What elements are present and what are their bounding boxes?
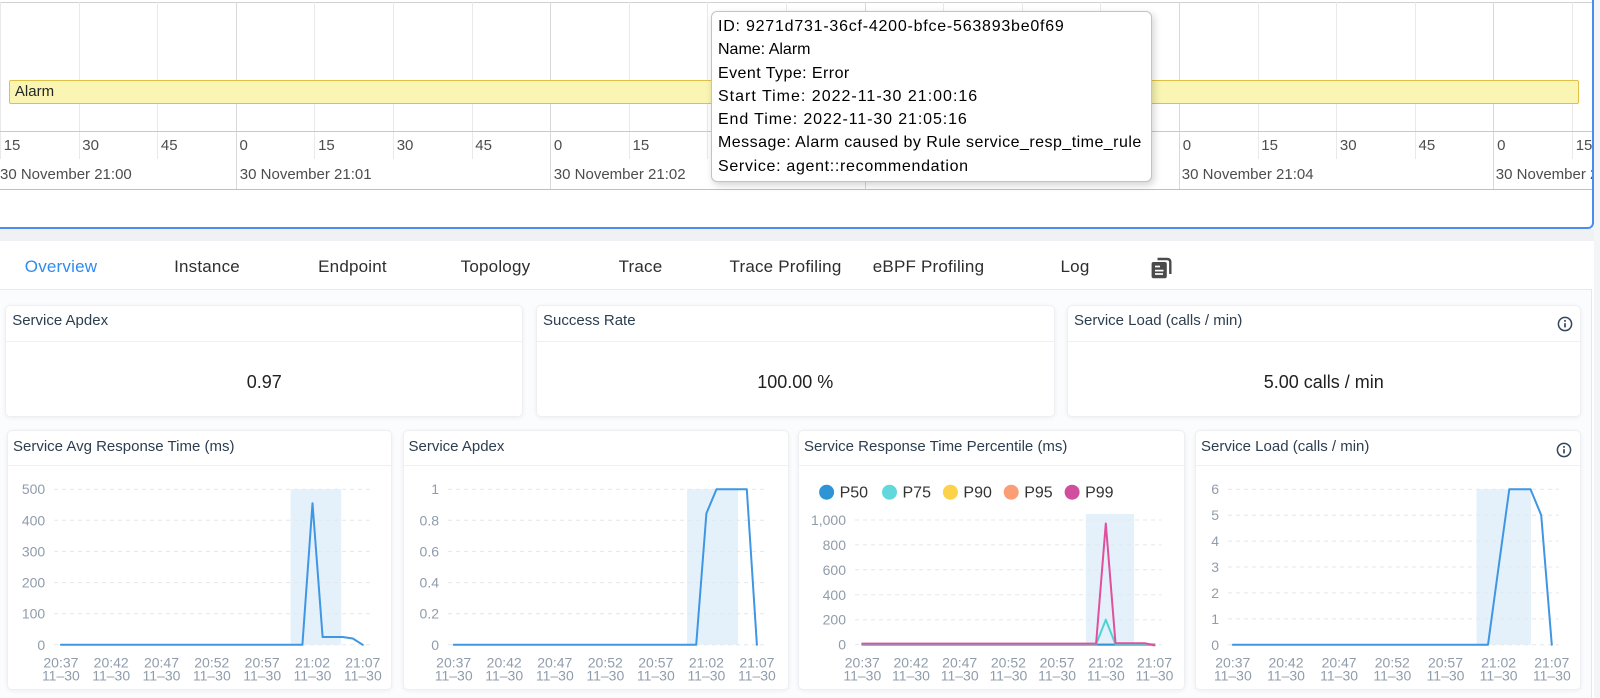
svg-text:20:37: 20:37 <box>436 654 471 670</box>
svg-text:20:57: 20:57 <box>638 654 673 670</box>
svg-text:11–30: 11–30 <box>1214 667 1252 683</box>
svg-text:11–30: 11–30 <box>1533 667 1571 683</box>
svg-text:0.2: 0.2 <box>419 605 439 621</box>
svg-text:0.6: 0.6 <box>419 543 439 559</box>
svg-text:0: 0 <box>1211 636 1219 652</box>
svg-text:20:52: 20:52 <box>587 654 622 670</box>
svg-text:11–30: 11–30 <box>1038 667 1076 683</box>
svg-text:11–30: 11–30 <box>989 667 1027 683</box>
svg-text:5: 5 <box>1211 507 1219 523</box>
svg-text:P50: P50 <box>840 484 869 501</box>
svg-text:11–30: 11–30 <box>737 667 775 683</box>
svg-text:11–30: 11–30 <box>143 667 181 683</box>
svg-text:21:07: 21:07 <box>345 654 380 670</box>
svg-text:21:07: 21:07 <box>739 654 774 670</box>
svg-text:1: 1 <box>431 481 439 497</box>
svg-text:600: 600 <box>823 561 847 577</box>
svg-text:400: 400 <box>823 586 847 602</box>
svg-text:21:02: 21:02 <box>1481 654 1516 670</box>
svg-text:P90: P90 <box>963 484 992 501</box>
svg-text:P99: P99 <box>1085 484 1114 501</box>
svg-text:100: 100 <box>22 605 46 621</box>
svg-text:1,000: 1,000 <box>811 512 846 528</box>
svg-text:21:02: 21:02 <box>688 654 723 670</box>
svg-text:200: 200 <box>823 611 847 627</box>
svg-text:11–30: 11–30 <box>1320 667 1358 683</box>
svg-text:21:02: 21:02 <box>295 654 330 670</box>
svg-text:20:57: 20:57 <box>245 654 280 670</box>
svg-text:20:47: 20:47 <box>1322 654 1357 670</box>
svg-text:11–30: 11–30 <box>1267 667 1305 683</box>
svg-text:6: 6 <box>1211 481 1219 497</box>
svg-text:200: 200 <box>22 574 46 590</box>
svg-text:11–30: 11–30 <box>843 667 881 683</box>
svg-text:11–30: 11–30 <box>1480 667 1518 683</box>
svg-text:11–30: 11–30 <box>1087 667 1125 683</box>
svg-text:11–30: 11–30 <box>687 667 725 683</box>
svg-text:20:42: 20:42 <box>94 654 129 670</box>
svg-text:20:42: 20:42 <box>486 654 521 670</box>
svg-text:20:57: 20:57 <box>1428 654 1463 670</box>
svg-text:300: 300 <box>22 543 46 559</box>
svg-text:11–30: 11–30 <box>892 667 930 683</box>
svg-text:4: 4 <box>1211 533 1219 549</box>
svg-text:500: 500 <box>22 481 46 497</box>
svg-text:11–30: 11–30 <box>535 667 573 683</box>
svg-text:1: 1 <box>1211 611 1219 627</box>
svg-text:20:37: 20:37 <box>845 654 880 670</box>
svg-text:20:47: 20:47 <box>942 654 977 670</box>
svg-text:P95: P95 <box>1024 484 1053 501</box>
svg-text:11–30: 11–30 <box>586 667 624 683</box>
svg-text:11–30: 11–30 <box>941 667 979 683</box>
svg-text:11–30: 11–30 <box>434 667 472 683</box>
svg-text:21:02: 21:02 <box>1088 654 1123 670</box>
svg-text:2: 2 <box>1211 585 1219 601</box>
svg-text:0: 0 <box>431 636 439 652</box>
svg-text:0: 0 <box>37 636 45 652</box>
svg-text:11–30: 11–30 <box>636 667 674 683</box>
svg-text:0: 0 <box>838 636 846 652</box>
svg-text:11–30: 11–30 <box>294 667 332 683</box>
svg-text:11–30: 11–30 <box>243 667 281 683</box>
svg-text:20:42: 20:42 <box>1268 654 1303 670</box>
svg-text:11–30: 11–30 <box>344 667 382 683</box>
svg-text:0.8: 0.8 <box>419 512 439 528</box>
svg-text:20:42: 20:42 <box>893 654 928 670</box>
svg-text:3: 3 <box>1211 559 1219 575</box>
svg-text:20:37: 20:37 <box>43 654 78 670</box>
svg-text:11–30: 11–30 <box>1136 667 1174 683</box>
svg-text:11–30: 11–30 <box>485 667 523 683</box>
svg-text:21:07: 21:07 <box>1137 654 1172 670</box>
svg-text:20:57: 20:57 <box>1040 654 1075 670</box>
svg-text:20:52: 20:52 <box>991 654 1026 670</box>
svg-text:0.4: 0.4 <box>419 574 439 590</box>
svg-text:11–30: 11–30 <box>42 667 80 683</box>
svg-text:800: 800 <box>823 537 847 553</box>
svg-text:21:07: 21:07 <box>1534 654 1569 670</box>
svg-text:11–30: 11–30 <box>92 667 130 683</box>
svg-text:20:52: 20:52 <box>1375 654 1410 670</box>
svg-text:11–30: 11–30 <box>193 667 231 683</box>
svg-text:400: 400 <box>22 512 46 528</box>
svg-text:20:52: 20:52 <box>194 654 229 670</box>
svg-text:11–30: 11–30 <box>1427 667 1465 683</box>
svg-text:P75: P75 <box>903 484 932 501</box>
svg-text:20:47: 20:47 <box>144 654 179 670</box>
svg-text:20:47: 20:47 <box>537 654 572 670</box>
svg-text:20:37: 20:37 <box>1215 654 1250 670</box>
svg-text:11–30: 11–30 <box>1373 667 1411 683</box>
